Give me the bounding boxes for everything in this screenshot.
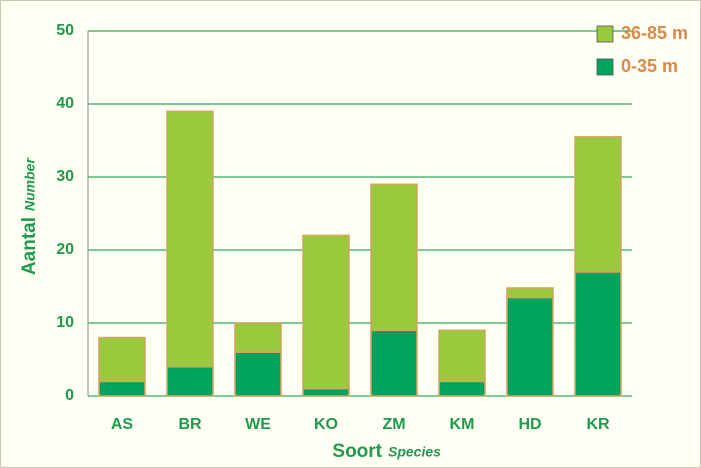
bar-segment: [166, 366, 214, 397]
y-tick-label: 10: [56, 314, 74, 331]
bar-segment: [98, 336, 146, 383]
y-tick-label: 40: [56, 95, 74, 112]
bar-segment: [98, 380, 146, 397]
legend-swatch: [596, 58, 614, 76]
x-tick-label: WE: [245, 416, 271, 433]
bar-segment: [370, 183, 418, 332]
x-tick-label: AS: [111, 416, 134, 433]
x-tick-label: KM: [450, 416, 475, 433]
x-axis-label: Soort: [332, 441, 382, 462]
x-tick-label: ZM: [382, 416, 405, 433]
y-tick-label: 30: [56, 168, 74, 185]
x-axis-label-sub: Species: [388, 444, 441, 460]
bar-segment: [506, 296, 554, 397]
bar-segment: [166, 110, 214, 368]
x-tick-label: KR: [586, 416, 610, 433]
legend-swatch: [596, 25, 614, 43]
legend-label: 0-35 m: [621, 56, 678, 76]
bar-segment: [574, 271, 622, 397]
y-tick-label: 50: [56, 22, 74, 39]
legend-label: 36-85 m: [621, 23, 688, 43]
bar-segment: [302, 387, 350, 397]
bar-segment: [234, 322, 282, 353]
bar-segment: [506, 287, 554, 299]
bar-segment: [574, 136, 622, 273]
bar-segment: [370, 329, 418, 397]
y-tick-label: 0: [65, 387, 74, 404]
bar-segment: [302, 234, 350, 390]
y-axis-label-group: Aantal Number: [19, 157, 40, 276]
bar-segment: [438, 380, 486, 397]
x-tick-label: HD: [518, 416, 541, 433]
x-tick-label: BR: [178, 416, 202, 433]
bar-segment: [438, 329, 486, 383]
y-tick-label: 20: [56, 241, 74, 258]
x-tick-label: KO: [314, 416, 338, 433]
y-axis-label-sub: Number: [22, 157, 38, 211]
y-axis-label: Aantal: [19, 217, 40, 275]
bar-segment: [234, 351, 282, 397]
